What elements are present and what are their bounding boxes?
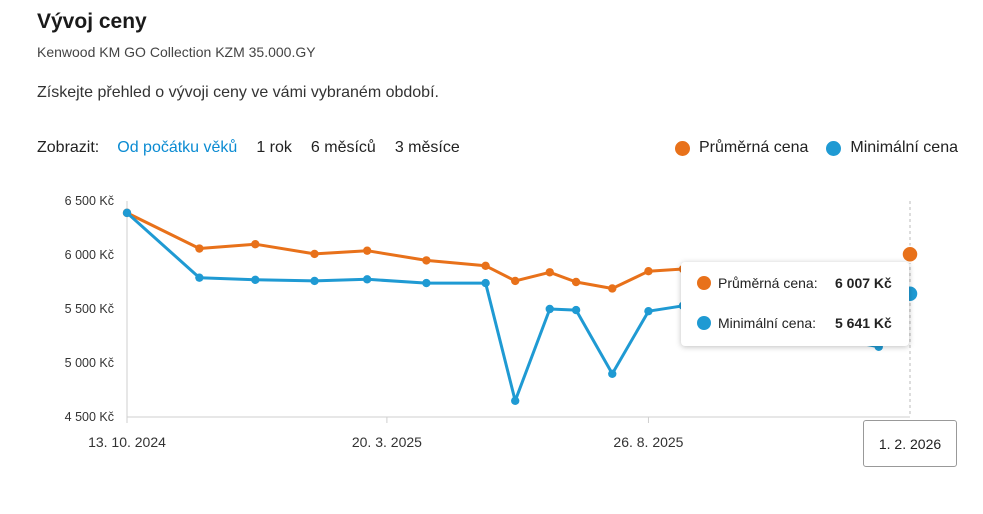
- minimum-point: [608, 369, 617, 378]
- average-point: [511, 276, 520, 286]
- minimum-point: [251, 275, 260, 285]
- y-tick-label: 5 500 Kč: [65, 302, 114, 316]
- range-1-year[interactable]: 1 rok: [256, 139, 292, 156]
- average-point: [608, 284, 617, 293]
- average-point: [251, 240, 260, 249]
- minimum-point: [511, 396, 520, 405]
- average-point: [362, 246, 372, 255]
- chart-tooltip: Průměrná cena: 6 007 Kč Minimální cena: …: [681, 262, 909, 346]
- tooltip-dot-minimum: [697, 316, 711, 330]
- average-point: [545, 268, 554, 277]
- y-tick-label: 4 500 Kč: [65, 410, 114, 424]
- legend-item-minimum[interactable]: Minimální cena: [826, 139, 958, 157]
- range-selector: Zobrazit: Od počátku věků 1 rok 6 měsíců…: [37, 139, 479, 157]
- x-tick-label: 26. 8. 2025: [613, 434, 683, 450]
- legend-label-average: Průměrná cena: [699, 139, 809, 156]
- minimum-point: [571, 305, 581, 315]
- product-name: Kenwood KM GO Collection KZM 35.000.GY: [37, 44, 316, 60]
- minimum-point: [195, 273, 204, 282]
- minimum-point: [362, 275, 372, 284]
- tooltip-value-minimum: 5 641 Kč: [835, 315, 892, 331]
- average-point: [901, 245, 919, 263]
- series-line-average: [126, 211, 730, 290]
- y-tick-label: 5 000 Kč: [65, 356, 114, 370]
- x-tick-label: 13. 10. 2024: [88, 434, 166, 450]
- legend-label-minimum: Minimální cena: [850, 139, 958, 156]
- chart-legend: Průměrná cena Minimální cena: [657, 139, 958, 157]
- range-label: Zobrazit:: [37, 139, 100, 156]
- tooltip-row-minimum: Minimální cena: 5 641 Kč: [697, 315, 892, 331]
- range-all-time[interactable]: Od počátku věků: [117, 139, 238, 156]
- minimum-point: [481, 278, 490, 288]
- minimum-point: [422, 278, 431, 288]
- tooltip-value-average: 6 007 Kč: [835, 275, 892, 291]
- average-point: [422, 256, 431, 265]
- range-3-months[interactable]: 3 měsíce: [394, 139, 460, 156]
- average-point: [644, 267, 653, 276]
- tooltip-dot-average: [697, 276, 711, 290]
- legend-dot-minimum: [826, 140, 842, 156]
- average-point: [481, 261, 490, 270]
- tooltip-label-average: Průměrná cena:: [718, 275, 818, 291]
- page-title: Vývoj ceny: [37, 10, 147, 33]
- average-point: [571, 277, 581, 287]
- tooltip-label-minimum: Minimální cena:: [718, 315, 817, 331]
- y-tick-label: 6 000 Kč: [65, 248, 114, 262]
- minimum-point: [644, 306, 653, 316]
- legend-dot-average: [675, 140, 690, 156]
- average-point: [195, 244, 204, 253]
- hover-date-label: 1. 2. 2026: [863, 420, 957, 467]
- minimum-point: [545, 304, 554, 314]
- minimum-point: [310, 276, 319, 286]
- minimum-point: [122, 208, 132, 218]
- description: Získejte přehled o vývoji ceny ve vámi v…: [37, 84, 439, 101]
- y-tick-label: 6 500 Kč: [65, 194, 114, 208]
- x-tick-label: 20. 3. 2025: [352, 434, 422, 450]
- average-point: [310, 249, 319, 259]
- tooltip-row-average: Průměrná cena: 6 007 Kč: [697, 275, 892, 291]
- range-6-months[interactable]: 6 měsíců: [310, 139, 376, 156]
- legend-item-average[interactable]: Průměrná cena: [675, 139, 808, 157]
